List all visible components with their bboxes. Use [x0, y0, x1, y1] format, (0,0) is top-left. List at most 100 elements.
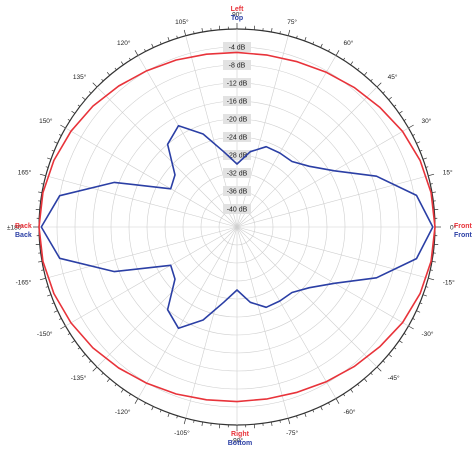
tick-mark: [134, 398, 139, 404]
grid-spoke: [45, 226, 238, 279]
tick-mark: [53, 141, 58, 144]
db-label-bg: [223, 60, 251, 70]
grid-spoke: [137, 55, 238, 228]
tick-mark: [408, 124, 414, 129]
db-label-bg: [223, 150, 251, 160]
db-label-bg: [223, 96, 251, 106]
angle-label: -150°: [37, 330, 53, 338]
tick-mark: [412, 134, 416, 136]
grid-spoke: [137, 226, 238, 399]
tick-mark: [428, 277, 435, 281]
tick-mark: [419, 149, 423, 152]
tick-mark: [58, 134, 62, 136]
db-label-bg: [223, 132, 251, 142]
db-label: -12 dB: [227, 81, 248, 88]
tick-mark: [114, 383, 117, 387]
tick-mark: [335, 50, 340, 56]
tick-mark: [128, 393, 131, 397]
tick-mark: [201, 421, 203, 426]
tick-mark: [45, 286, 49, 288]
tick-mark: [41, 269, 44, 271]
grid-spoke: [65, 127, 238, 228]
tick-mark: [201, 28, 203, 33]
angle-label: -45°: [388, 374, 400, 382]
angle-label: -30°: [421, 330, 433, 338]
db-label: -4 dB: [229, 45, 246, 52]
angle-label: ±180°: [7, 224, 24, 232]
tick-mark: [328, 402, 330, 406]
tick-mark: [320, 406, 323, 411]
tick-mark: [45, 166, 49, 168]
db-label-bg: [223, 186, 251, 196]
tick-mark: [183, 29, 187, 36]
tick-mark: [312, 41, 315, 45]
angle-label: 120°: [117, 39, 131, 47]
tick-mark: [58, 318, 62, 320]
angle-label: 0°: [450, 224, 457, 232]
tick-mark: [419, 302, 423, 305]
tick-mark: [398, 110, 403, 114]
tick-mark: [159, 409, 162, 413]
tick-mark: [422, 294, 427, 297]
db-label: -36 dB: [227, 189, 248, 196]
tick-mark: [279, 420, 281, 423]
db-label: -32 dB: [227, 171, 248, 178]
tick-mark: [296, 415, 298, 419]
tick-mark: [51, 149, 55, 152]
tick-mark: [393, 104, 397, 107]
tick-mark: [106, 72, 110, 76]
tick-mark: [408, 325, 414, 330]
tick-mark: [350, 388, 354, 393]
tick-mark: [271, 421, 273, 426]
tick-mark: [120, 388, 124, 393]
grid-spoke: [236, 226, 409, 327]
tick-mark: [134, 50, 139, 56]
tick-mark: [398, 340, 403, 344]
angle-label: -60°: [344, 408, 356, 416]
tick-mark: [425, 286, 429, 288]
tick-mark: [403, 333, 407, 336]
angle-label: -75°: [286, 429, 298, 437]
angle-label: 105°: [175, 18, 189, 26]
tick-mark: [412, 318, 416, 320]
angle-label: 165°: [18, 168, 32, 176]
tick-mark: [428, 173, 435, 177]
db-label-bg: [223, 168, 251, 178]
tick-mark: [82, 96, 86, 100]
tick-mark: [370, 78, 373, 82]
tick-mark: [60, 124, 66, 129]
series-line-red: [38, 51, 436, 403]
tick-mark: [376, 82, 382, 88]
tick-mark: [77, 347, 81, 350]
tick-mark: [403, 118, 407, 121]
series-group: [38, 51, 436, 403]
tick-mark: [82, 354, 86, 358]
tick-mark: [151, 406, 154, 411]
tick-mark: [101, 78, 104, 82]
tick-mark: [120, 61, 124, 66]
db-label: -20 dB: [227, 117, 248, 124]
tick-mark: [176, 35, 178, 39]
tick-mark: [47, 157, 52, 160]
left-label: Left: [231, 6, 245, 13]
grid-spoke: [236, 226, 337, 399]
db-label-bg: [223, 204, 251, 214]
front-label-blue: Front: [454, 232, 473, 239]
tick-mark: [41, 183, 44, 185]
tick-mark: [430, 269, 433, 271]
tick-mark: [320, 43, 323, 48]
outer-ticks: [33, 23, 441, 431]
tick-mark: [53, 310, 58, 313]
polar-grid: [38, 28, 436, 426]
tick-mark: [71, 110, 76, 114]
grid-spoke: [236, 55, 337, 228]
tick-mark: [350, 61, 354, 66]
back-label-blue: Back: [15, 232, 32, 239]
tick-mark: [271, 28, 273, 33]
angle-labels: 0° 15° 30° 45° 60° 75° 90° 105° 120° 135° 150° 165°…: [7, 11, 457, 445]
angle-label: 15°: [443, 168, 453, 176]
db-label: -40 dB: [227, 207, 248, 214]
db-label: -8 dB: [229, 63, 246, 70]
tick-mark: [287, 29, 291, 36]
